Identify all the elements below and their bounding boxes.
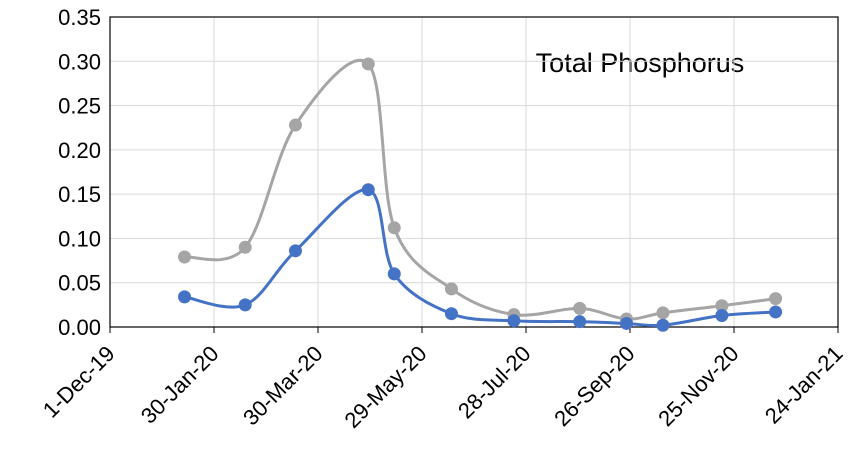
y-tick-label: 0.05 bbox=[58, 271, 101, 296]
x-tick-label: 30-Mar-20 bbox=[238, 341, 327, 430]
x-tick-label: 25-Nov-20 bbox=[653, 341, 743, 431]
point bbox=[656, 306, 670, 320]
point bbox=[769, 305, 783, 319]
plot-border bbox=[109, 16, 839, 328]
line bbox=[184, 59, 776, 321]
point bbox=[507, 314, 521, 328]
point bbox=[715, 308, 729, 322]
x-tick-label: 24-Jan-21 bbox=[760, 341, 848, 429]
y-tick-label: 0.30 bbox=[58, 49, 101, 74]
point bbox=[361, 57, 375, 71]
point bbox=[361, 183, 375, 197]
x-tick-label: 29-May-20 bbox=[340, 341, 432, 433]
point bbox=[178, 250, 192, 264]
y-tick-label: 0.35 bbox=[58, 5, 101, 30]
point bbox=[288, 118, 302, 132]
point bbox=[444, 307, 458, 321]
point bbox=[387, 221, 401, 235]
point bbox=[387, 267, 401, 281]
y-tick-label: 0.10 bbox=[58, 226, 101, 251]
x-tick-label: 26-Sep-20 bbox=[549, 341, 639, 431]
x-tick-label: 28-Jul-20 bbox=[453, 341, 536, 424]
point bbox=[444, 282, 458, 296]
point bbox=[178, 290, 192, 304]
point bbox=[769, 292, 783, 306]
point bbox=[715, 299, 729, 313]
x-tick-label: 30-Jan-20 bbox=[136, 341, 224, 429]
point bbox=[656, 318, 670, 332]
point bbox=[573, 315, 587, 329]
point bbox=[238, 298, 252, 312]
annotation: Total Phosphorus bbox=[536, 48, 745, 78]
x-tick-label: 1-Dec-19 bbox=[38, 341, 120, 423]
point bbox=[288, 244, 302, 258]
y-tick-label: 0.25 bbox=[58, 94, 101, 119]
point bbox=[573, 301, 587, 315]
y-tick-label: 0.20 bbox=[58, 138, 101, 163]
point bbox=[620, 316, 634, 330]
point bbox=[238, 240, 252, 254]
y-tick-label: 0.00 bbox=[58, 315, 101, 340]
y-tick-label: 0.15 bbox=[58, 182, 101, 207]
